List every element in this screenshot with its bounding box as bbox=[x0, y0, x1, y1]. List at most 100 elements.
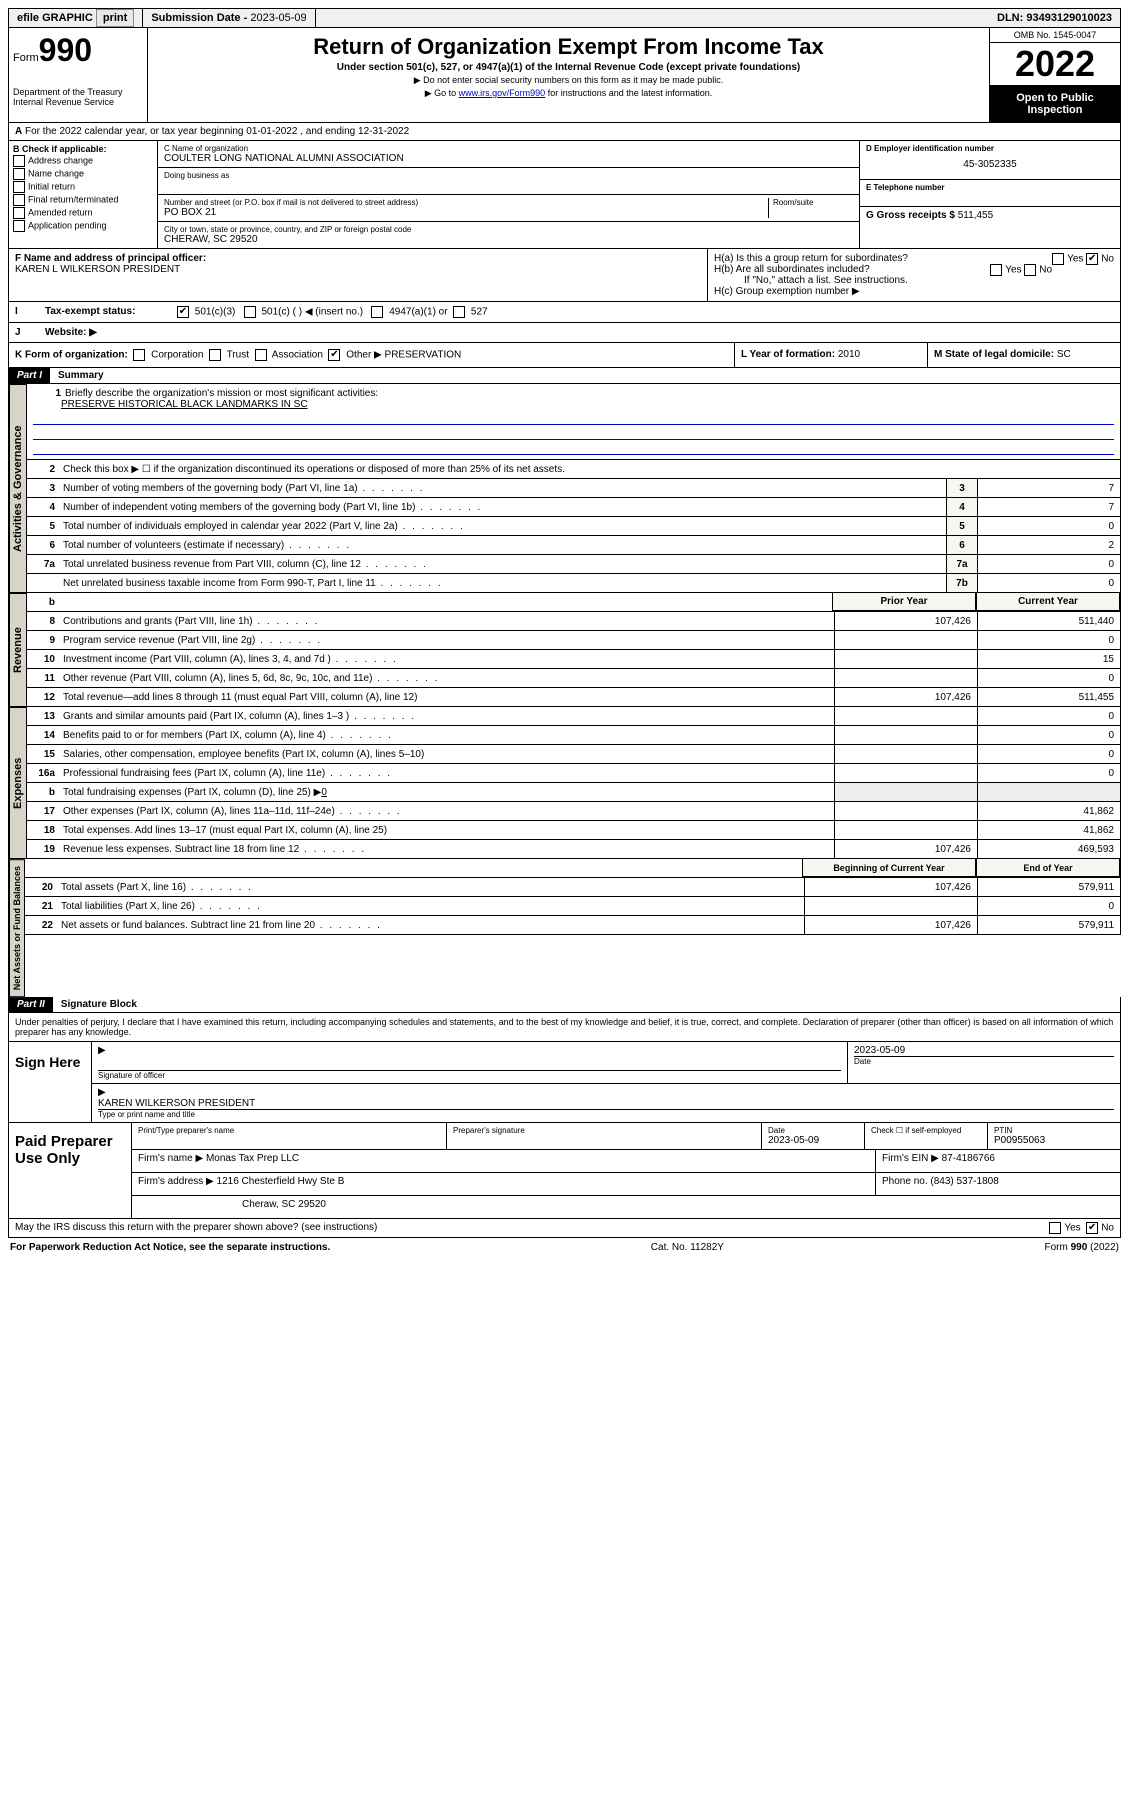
paid-preparer-block: Paid Preparer Use Only Print/Type prepar… bbox=[9, 1122, 1120, 1218]
box-b: B Check if applicable: Address change Na… bbox=[9, 141, 158, 248]
form-header: Form990 Department of the Treasury Inter… bbox=[8, 28, 1121, 123]
irs-label: Internal Revenue Service bbox=[13, 97, 143, 107]
form-subtitle: Under section 501(c), 527, or 4947(a)(1)… bbox=[152, 62, 985, 73]
section-net-assets: Net Assets or Fund Balances Beginning of… bbox=[8, 859, 1121, 997]
line-21: Total liabilities (Part X, line 26) bbox=[57, 899, 804, 914]
line-5: Total number of individuals employed in … bbox=[59, 519, 946, 534]
b22: 107,426 bbox=[804, 916, 977, 934]
chk-4947[interactable] bbox=[371, 306, 383, 318]
footer-left: For Paperwork Reduction Act Notice, see … bbox=[10, 1242, 330, 1253]
line-13: Grants and similar amounts paid (Part IX… bbox=[59, 709, 834, 724]
val-7b: 0 bbox=[977, 574, 1120, 592]
line-8: Contributions and grants (Part VIII, lin… bbox=[59, 614, 834, 629]
chk-initial-return[interactable]: Initial return bbox=[13, 181, 153, 193]
box-f: F Name and address of principal officer:… bbox=[9, 249, 708, 301]
name-caption: Type or print name and title bbox=[98, 1109, 1114, 1119]
c11: 0 bbox=[977, 669, 1120, 687]
ein-label: D Employer identification number bbox=[866, 144, 1114, 153]
line-11: Other revenue (Part VIII, column (A), li… bbox=[59, 671, 834, 686]
line-10: Investment income (Part VIII, column (A)… bbox=[59, 652, 834, 667]
box-h: H(a) Is this a group return for subordin… bbox=[708, 249, 1120, 301]
line-22: Net assets or fund balances. Subtract li… bbox=[57, 918, 804, 933]
omb-number: OMB No. 1545-0047 bbox=[990, 28, 1120, 43]
tax-year: 2022 bbox=[990, 43, 1120, 86]
discuss-row: May the IRS discuss this return with the… bbox=[9, 1218, 1120, 1237]
officer-name: KAREN L WILKERSON PRESIDENT bbox=[15, 264, 180, 275]
tab-revenue: Revenue bbox=[9, 593, 27, 707]
mission-text: PRESERVE HISTORICAL BLACK LANDMARKS IN S… bbox=[61, 399, 308, 410]
chk-final-return[interactable]: Final return/terminated bbox=[13, 194, 153, 206]
line-18: Total expenses. Add lines 13–17 (must eq… bbox=[59, 823, 834, 838]
c10: 15 bbox=[977, 650, 1120, 668]
firm-ein: 87-4186766 bbox=[942, 1153, 995, 1164]
chk-name-change[interactable]: Name change bbox=[13, 168, 153, 180]
chk-527[interactable] bbox=[453, 306, 465, 318]
sig-date: 2023-05-09 bbox=[854, 1045, 1114, 1056]
instructions-link-row: ▶ Go to www.irs.gov/Form990 for instruct… bbox=[152, 88, 985, 99]
chk-501c3[interactable] bbox=[177, 306, 189, 318]
signature-block: Under penalties of perjury, I declare th… bbox=[8, 1013, 1121, 1238]
paid-preparer-label: Paid Preparer Use Only bbox=[9, 1123, 132, 1218]
row-a-tax-year: A For the 2022 calendar year, or tax yea… bbox=[8, 123, 1121, 141]
row-klm: K Form of organization: Corporation Trus… bbox=[8, 343, 1121, 368]
hdr-end: End of Year bbox=[976, 859, 1120, 877]
box-deg: D Employer identification number 45-3052… bbox=[859, 141, 1120, 248]
tab-governance: Activities & Governance bbox=[9, 384, 27, 593]
sign-here-label: Sign Here bbox=[9, 1042, 92, 1122]
c9: 0 bbox=[977, 631, 1120, 649]
c8: 511,440 bbox=[977, 612, 1120, 630]
box-l: L Year of formation: 2010 bbox=[735, 343, 928, 367]
line-9: Program service revenue (Part VIII, line… bbox=[59, 633, 834, 648]
line-12: Total revenue—add lines 8 through 11 (mu… bbox=[59, 690, 834, 705]
chk-501c[interactable] bbox=[244, 306, 256, 318]
val-5: 0 bbox=[977, 517, 1120, 535]
part-2-header: Part II Signature Block bbox=[8, 997, 1121, 1013]
box-k: K Form of organization: Corporation Trus… bbox=[9, 343, 735, 367]
hb-note: If "No," attach a list. See instructions… bbox=[714, 275, 1114, 286]
val-6: 2 bbox=[977, 536, 1120, 554]
footer-right: Form 990 (2022) bbox=[1045, 1242, 1119, 1253]
line-15: Salaries, other compensation, employee b… bbox=[59, 747, 834, 762]
box-m: M State of legal domicile: SC bbox=[928, 343, 1120, 367]
val-7a: 0 bbox=[977, 555, 1120, 573]
c14: 0 bbox=[977, 726, 1120, 744]
print-button[interactable]: print bbox=[96, 9, 134, 27]
addr-label: Number and street (or P.O. box if mail i… bbox=[164, 198, 768, 207]
firm-phone: (843) 537-1808 bbox=[930, 1176, 998, 1187]
phone-label: E Telephone number bbox=[866, 183, 1114, 192]
line-17: Other expenses (Part IX, column (A), lin… bbox=[59, 804, 834, 819]
e20: 579,911 bbox=[977, 878, 1120, 896]
dln: DLN: 93493129010023 bbox=[989, 9, 1120, 27]
org-address: PO BOX 21 bbox=[164, 207, 216, 218]
line-7a: Total unrelated business revenue from Pa… bbox=[59, 557, 946, 572]
c13: 0 bbox=[977, 707, 1120, 725]
line-14: Benefits paid to or for members (Part IX… bbox=[59, 728, 834, 743]
dba-label: Doing business as bbox=[164, 171, 853, 180]
e22: 579,911 bbox=[977, 916, 1120, 934]
room-label: Room/suite bbox=[773, 198, 853, 207]
line-19: Revenue less expenses. Subtract line 18 … bbox=[59, 842, 834, 857]
chk-amended-return[interactable]: Amended return bbox=[13, 207, 153, 219]
line-7b: Net unrelated business taxable income fr… bbox=[59, 576, 946, 591]
p12: 107,426 bbox=[834, 688, 977, 706]
chk-address-change[interactable]: Address change bbox=[13, 155, 153, 167]
org-name: COULTER LONG NATIONAL ALUMNI ASSOCIATION bbox=[164, 153, 404, 164]
section-expenses: Expenses 13Grants and similar amounts pa… bbox=[8, 707, 1121, 859]
signature-declaration: Under penalties of perjury, I declare th… bbox=[9, 1013, 1120, 1041]
b20: 107,426 bbox=[804, 878, 977, 896]
c16a: 0 bbox=[977, 764, 1120, 782]
form-number: Form990 bbox=[13, 32, 143, 69]
firm-addr1: 1216 Chesterfield Hwy Ste B bbox=[217, 1176, 345, 1187]
e21: 0 bbox=[977, 897, 1120, 915]
line-3: Number of voting members of the governin… bbox=[59, 481, 946, 496]
instructions-link[interactable]: www.irs.gov/Form990 bbox=[459, 88, 546, 98]
dept-label: Department of the Treasury bbox=[13, 87, 143, 97]
chk-application-pending[interactable]: Application pending bbox=[13, 220, 153, 232]
hc-group-exemption: H(c) Group exemption number ▶ bbox=[714, 286, 1114, 297]
tab-expenses: Expenses bbox=[9, 707, 27, 859]
self-employed-check[interactable]: Check ☐ if self-employed bbox=[865, 1123, 988, 1149]
firm-addr2: Cheraw, SC 29520 bbox=[132, 1196, 1120, 1218]
sig-officer-label: Signature of officer bbox=[98, 1070, 841, 1080]
efile-label: efile GRAPHIC print bbox=[9, 9, 143, 27]
block-fh: F Name and address of principal officer:… bbox=[8, 249, 1121, 302]
